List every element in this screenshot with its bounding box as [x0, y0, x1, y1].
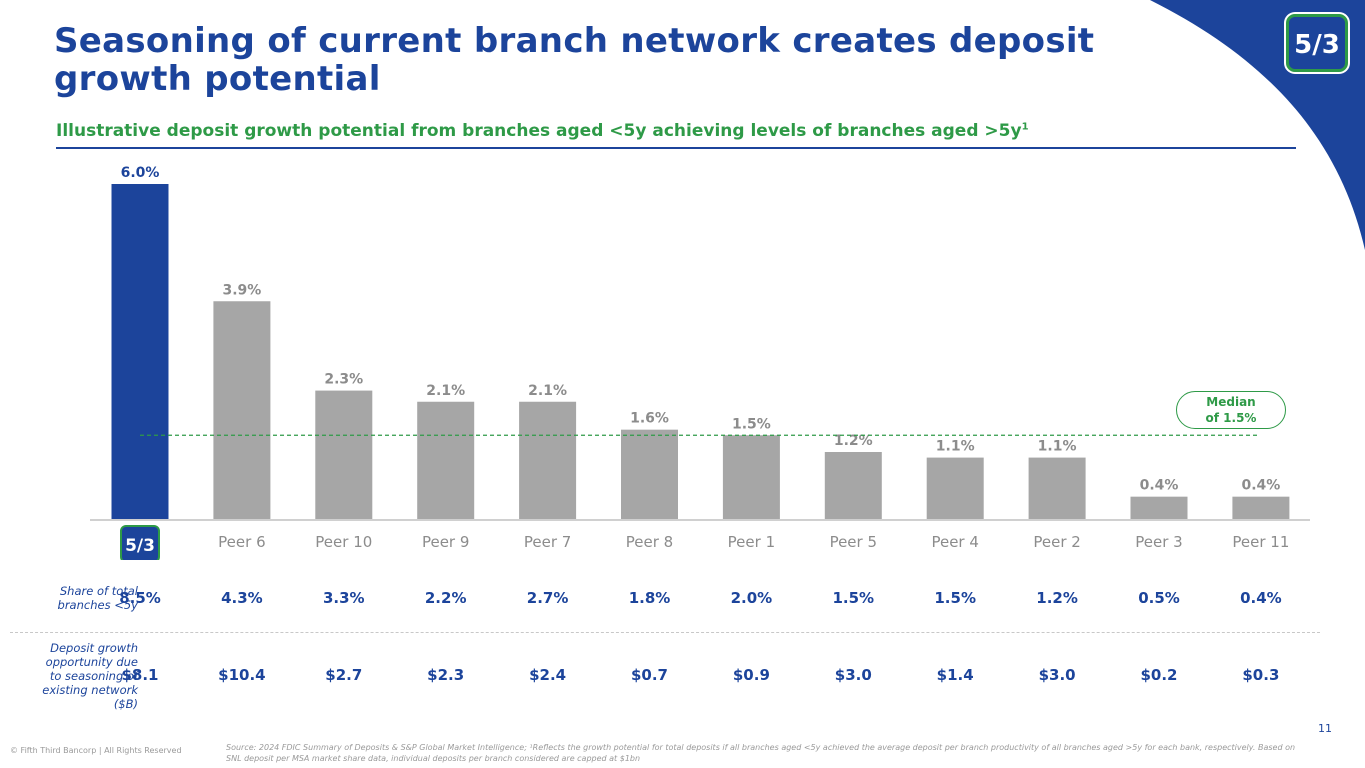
bar-peer-9	[417, 401, 475, 519]
share-value: 0.5%	[1138, 589, 1180, 607]
fifth-third-logo-icon: 5/3	[1294, 30, 1340, 60]
share-value: 2.2%	[424, 589, 467, 607]
deposit-value: $2.4	[529, 666, 567, 684]
share-row-header: Share of total branches <5y	[2, 584, 138, 612]
subtitle-rule	[56, 147, 1296, 149]
x-tick-label: Peer 11	[1232, 533, 1289, 551]
page-number: 11	[1318, 722, 1332, 735]
page-title: Seasoning of current branch network crea…	[54, 21, 1095, 99]
deposit-value: $1.4	[936, 666, 974, 684]
x-tick-label: Peer 3	[1135, 533, 1182, 551]
bar-peer-10	[315, 390, 373, 519]
deposit-row-header: Deposit growth opportunity due to season…	[2, 641, 138, 711]
subtitle-footnote: 1	[1021, 121, 1029, 133]
category-logo-text: 5/3	[125, 536, 155, 556]
deposit-value: $0.2	[1140, 666, 1178, 684]
x-tick-label: Peer 5	[830, 533, 877, 551]
deposit-row-header-line: to seasoning of	[49, 669, 138, 683]
bar-peer-4	[926, 457, 984, 519]
x-tick-label: Peer 8	[626, 533, 673, 551]
median-label-line1: Median	[1206, 395, 1256, 409]
x-tick-label: Peer 7	[524, 533, 571, 551]
bar-fifth-third	[111, 184, 169, 519]
x-tick-label: Peer 4	[931, 533, 978, 551]
source-note: Source: 2024 FDIC Summary of Deposits & …	[226, 743, 1296, 763]
bar-peer-3	[1130, 496, 1188, 519]
bar-value-label: 0.4%	[1241, 478, 1280, 494]
x-tick-label: Peer 9	[422, 533, 469, 551]
category-logo-icon: 5/3	[120, 525, 160, 560]
share-row-header-line: branches <5y	[57, 598, 138, 612]
share-value: 8.5%	[119, 589, 161, 607]
bar-value-label: 2.3%	[324, 372, 363, 388]
median-callout: Median of 1.5%	[1176, 391, 1286, 429]
x-tick-label: Peer 6	[218, 533, 265, 551]
deposit-row-header-line: ($B)	[113, 697, 138, 711]
share-value: 0.4%	[1240, 589, 1282, 607]
bar-value-label: 1.1%	[1038, 439, 1077, 455]
bar-peer-11	[1232, 496, 1290, 519]
median-label-line2: of 1.5%	[1205, 411, 1257, 425]
deposit-row-header-line: existing network	[42, 683, 138, 697]
bar-peer-2	[1028, 457, 1086, 519]
share-row-values: 8.5% 4.3% 3.3% 2.2% 2.7% 1.8% 2.0% 1.5% 1.5% 1.2%…	[0, 589, 1365, 609]
deposit-value: $2.7	[325, 666, 363, 684]
share-value: 1.2%	[1036, 589, 1078, 607]
share-value: 1.5%	[832, 589, 875, 607]
share-value: 4.3%	[221, 589, 263, 607]
share-row-header-line: Share of total	[59, 584, 138, 598]
share-value: 2.0%	[730, 589, 773, 607]
x-tick-label: Peer 2	[1033, 533, 1080, 551]
deposit-value: $3.0	[1038, 666, 1076, 684]
bar-value-label: 6.0%	[121, 165, 160, 181]
logo-text: 5/3	[1294, 30, 1340, 60]
bar-peer-1	[722, 435, 780, 519]
deposit-value: $10.4	[218, 666, 266, 684]
row-divider	[10, 632, 1320, 633]
share-value: 1.5%	[934, 589, 976, 607]
deposit-row-header-line: Deposit growth	[50, 641, 138, 655]
deposit-value: $2.3	[427, 666, 465, 684]
share-value: 1.8%	[628, 589, 671, 607]
bar-peer-8	[621, 429, 678, 519]
deposit-value: $8.1	[121, 666, 159, 684]
share-value: 2.7%	[526, 589, 569, 607]
bar-value-label: 1.2%	[834, 433, 873, 449]
bar-value-label: 1.1%	[936, 439, 975, 455]
deposit-value: $0.9	[732, 666, 770, 684]
bar-peer-5	[824, 452, 882, 519]
x-tick-label: Peer 10	[315, 533, 372, 551]
share-value: 3.3%	[322, 589, 365, 607]
bar-chart: 6.0% 3.9% 2.3% 2.1% 2.1% 1.6% 1.5% 1.2% 1.1% 1.1%…	[90, 165, 1310, 560]
chart-subtitle: Illustrative deposit growth potential fr…	[56, 121, 1029, 141]
bar-value-label: 1.6%	[630, 411, 669, 427]
x-tick-label: Peer 1	[728, 533, 775, 551]
deposit-row-values: $8.1 $10.4 $2.7 $2.3 $2.4 $0.7 $0.9 $3.0 $1.4 $3.…	[0, 666, 1365, 686]
subtitle-text: Illustrative deposit growth potential fr…	[56, 121, 1022, 141]
fifth-third-logo: 5/3	[1286, 14, 1348, 72]
bar-value-label: 3.9%	[222, 282, 261, 298]
deposit-row-header-line: opportunity due	[45, 655, 138, 669]
bar-peer-7	[519, 401, 577, 519]
bar-value-label: 2.1%	[528, 383, 567, 399]
bar-value-label: 0.4%	[1140, 478, 1179, 494]
bar-value-label: 1.5%	[732, 416, 771, 432]
bar-value-label: 2.1%	[426, 383, 465, 399]
deposit-value: $3.0	[834, 666, 872, 684]
deposit-value: $0.3	[1242, 666, 1280, 684]
bar-peer-6	[213, 301, 271, 519]
copyright-text: © Fifth Third Bancorp | All Rights Reser…	[10, 746, 182, 755]
deposit-value: $0.7	[630, 666, 668, 684]
